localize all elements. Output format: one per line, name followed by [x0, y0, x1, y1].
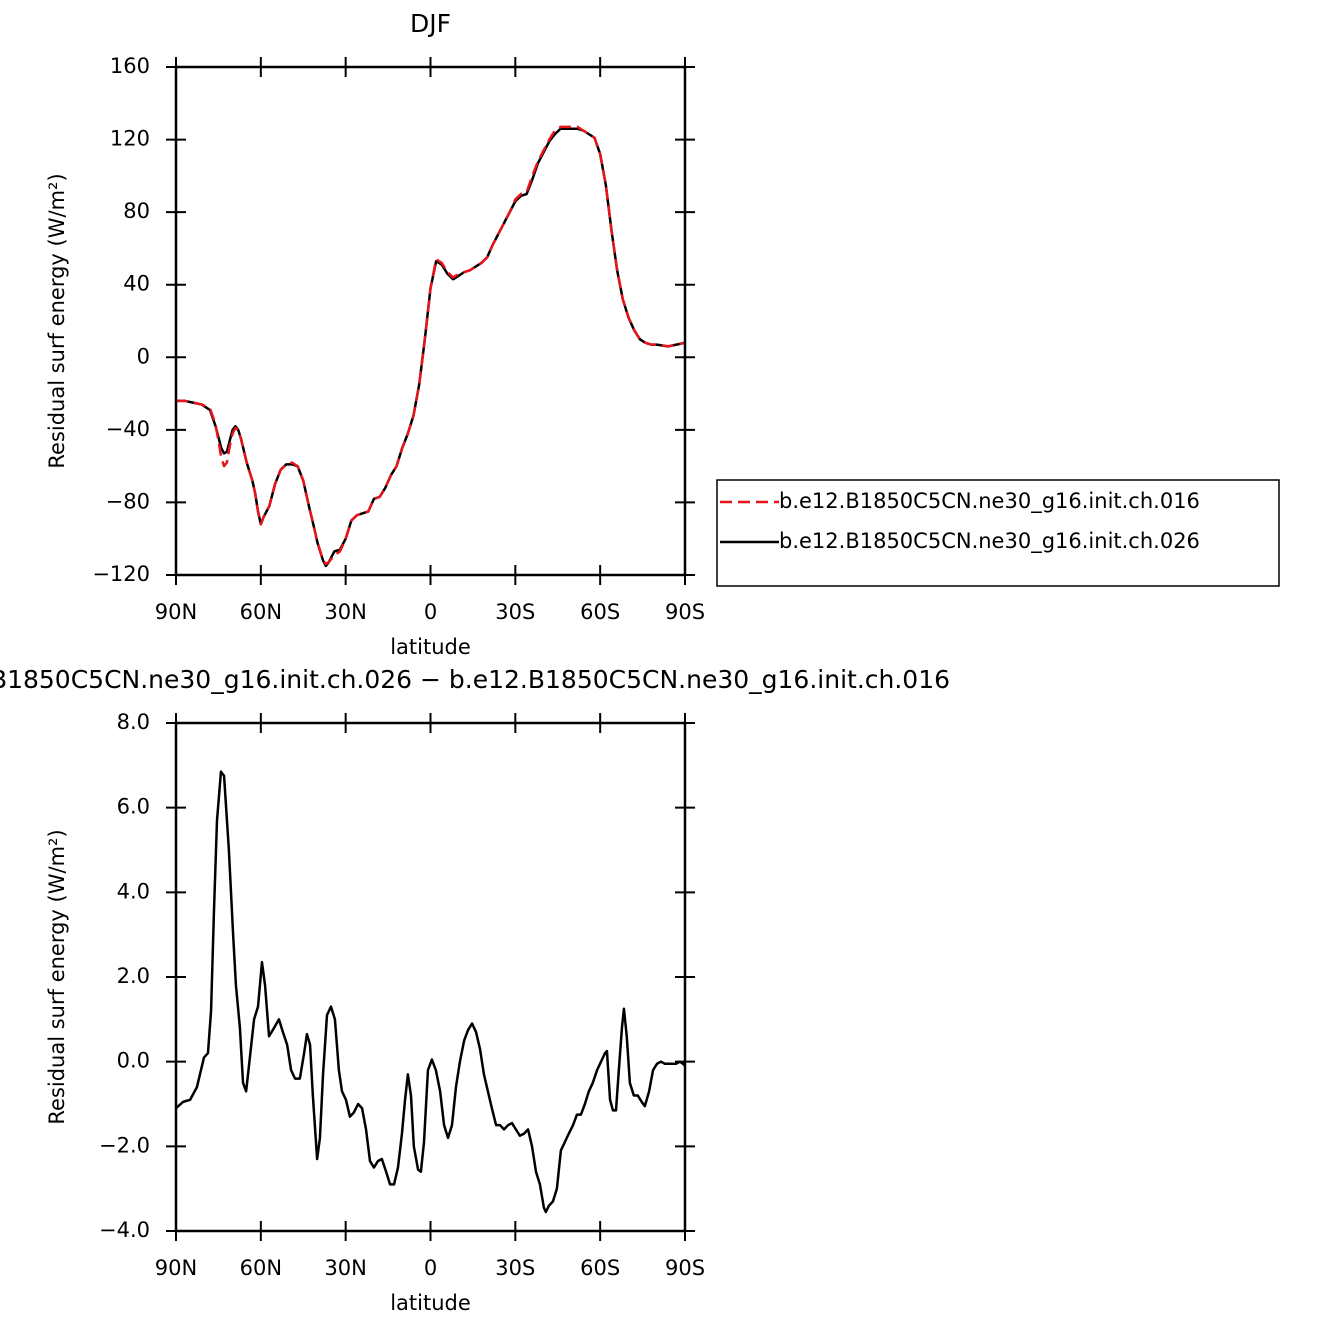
- y-tick-label: 0.0: [117, 1049, 150, 1073]
- x-tick-label: 90N: [155, 1256, 197, 1280]
- y-tick-label: 160: [110, 54, 150, 78]
- data-line: [175, 770, 686, 1214]
- legend-box: [716, 479, 1280, 587]
- y-tick-label: −40: [106, 417, 150, 441]
- y-tick-label: 2.0: [117, 964, 150, 988]
- x-axis-label: latitude: [390, 635, 471, 659]
- legend-label: b.e12.B1850C5CN.ne30_g16.init.ch.026: [779, 529, 1200, 554]
- x-tick-label: 30S: [495, 1256, 535, 1280]
- x-tick-label: 30S: [495, 600, 535, 624]
- x-tick-label: 60N: [240, 1256, 282, 1280]
- y-tick-label: −120: [92, 562, 150, 586]
- x-tick-label: 90S: [665, 600, 705, 624]
- y-tick-label: −80: [106, 489, 150, 513]
- chart-title: b.e12.B1850C5CN.ne30_g16.init.ch.026 − b…: [0, 665, 950, 694]
- y-tick-label: 8.0: [117, 710, 150, 734]
- y-tick-label: 4.0: [117, 879, 150, 903]
- x-tick-label: 90N: [155, 600, 197, 624]
- x-tick-label: 0: [424, 600, 437, 624]
- x-tick-label: 60S: [580, 600, 620, 624]
- y-tick-label: 6.0: [117, 795, 150, 819]
- x-tick-label: 30N: [324, 1256, 366, 1280]
- y-tick-label: 40: [123, 272, 150, 296]
- y-axis-label: Residual surf energy (W/m²): [45, 173, 69, 468]
- y-tick-label: 80: [123, 199, 150, 223]
- x-tick-label: 60N: [240, 600, 282, 624]
- y-axis-label: Residual surf energy (W/m²): [45, 829, 69, 1124]
- chart-title: DJF: [410, 9, 451, 38]
- y-tick-label: 120: [110, 127, 150, 151]
- data-line: [176, 125, 686, 566]
- x-tick-label: 0: [424, 1256, 437, 1280]
- plot-frame: [174, 65, 687, 577]
- x-tick-label: 90S: [665, 1256, 705, 1280]
- data-line: [176, 127, 686, 568]
- x-axis-label: latitude: [390, 1291, 471, 1315]
- legend-label: b.e12.B1850C5CN.ne30_g16.init.ch.016: [779, 489, 1200, 514]
- x-tick-label: 60S: [580, 1256, 620, 1280]
- y-tick-label: 0: [137, 344, 150, 368]
- plot-frame: [174, 721, 687, 1233]
- y-tick-label: −2.0: [99, 1133, 150, 1157]
- x-tick-label: 30N: [324, 600, 366, 624]
- y-tick-label: −4.0: [99, 1218, 150, 1242]
